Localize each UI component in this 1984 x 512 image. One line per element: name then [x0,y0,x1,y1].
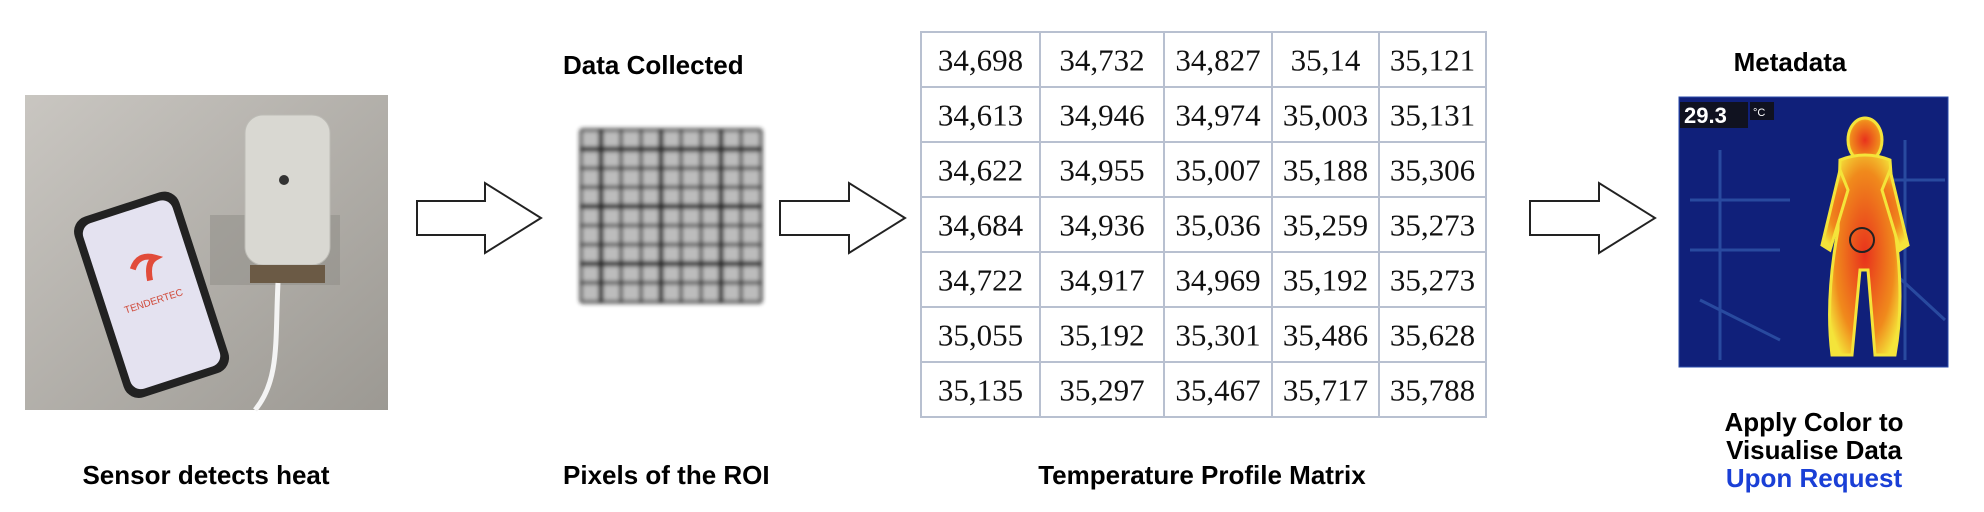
caption: Pixels of the ROI [563,460,770,490]
table-cell: 35,467 [1175,373,1260,408]
table-cell: 35,273 [1390,208,1475,243]
title: Data Collected [563,50,744,80]
table-cell: 34,613 [938,98,1023,133]
arrow [416,181,1657,255]
caption: Visualise Data [1726,435,1902,465]
title: Metadata [1734,47,1847,77]
table-cell: 35,192 [1059,318,1144,353]
table-cell: 35,135 [938,373,1023,408]
table-cell: 35,003 [1283,98,1368,133]
table-cell: 35,628 [1390,318,1475,353]
table-cell: 35,717 [1283,373,1368,408]
table-cell: 35,192 [1283,263,1368,298]
table-cell: 34,827 [1175,43,1260,78]
table-cell: 35,273 [1390,263,1475,298]
table-cell: 34,684 [938,208,1024,243]
caption: Apply Color to [1724,407,1903,437]
table-cell: 34,917 [1059,263,1144,298]
table-cell: 34,955 [1059,153,1144,188]
caption: Sensor detects heat [82,460,329,490]
caption: Temperature Profile Matrix [1038,460,1366,490]
sensor-photo: TENDERTEC [25,95,388,412]
table-border [920,31,1487,418]
table-cell: 35,486 [1283,318,1368,353]
table-cell: 35,306 [1390,153,1475,188]
table-cell: 34,974 [1175,98,1261,133]
temperature: 29.3 [1684,103,1727,128]
thermal-image: 29.3 °C [1678,96,1949,368]
table-cell: 34,732 [1059,43,1144,78]
matrix-table: 34,698 34,732 34,827 35,14 35,121 34,613 34,94… [920,31,1487,418]
table-cell: 35,007 [1175,153,1260,188]
unit: °C [1753,107,1765,119]
table-cell: 35,036 [1175,208,1260,243]
table-cell: 35,131 [1390,98,1475,133]
highlight: Upon Request [1726,463,1903,493]
table-cell: 34,946 [1059,98,1144,133]
table-cell: 35,259 [1283,208,1368,243]
table-cell: 35,188 [1283,153,1368,188]
table-cell: 34,936 [1059,208,1144,243]
table-cell: 34,969 [1175,263,1260,298]
table-cell: 35,788 [1390,373,1475,408]
table-cell: 35,301 [1175,318,1260,353]
table-cell: 35,055 [938,318,1023,353]
table-cell: 34,722 [938,263,1023,298]
table-cell: 35,121 [1390,43,1475,78]
table-cell: 35,297 [1059,373,1144,408]
table-cell: 34,698 [938,43,1023,78]
table-cell: 34,622 [938,153,1023,188]
pixel-grid [579,128,763,304]
table-cell: 35,14 [1291,43,1361,78]
